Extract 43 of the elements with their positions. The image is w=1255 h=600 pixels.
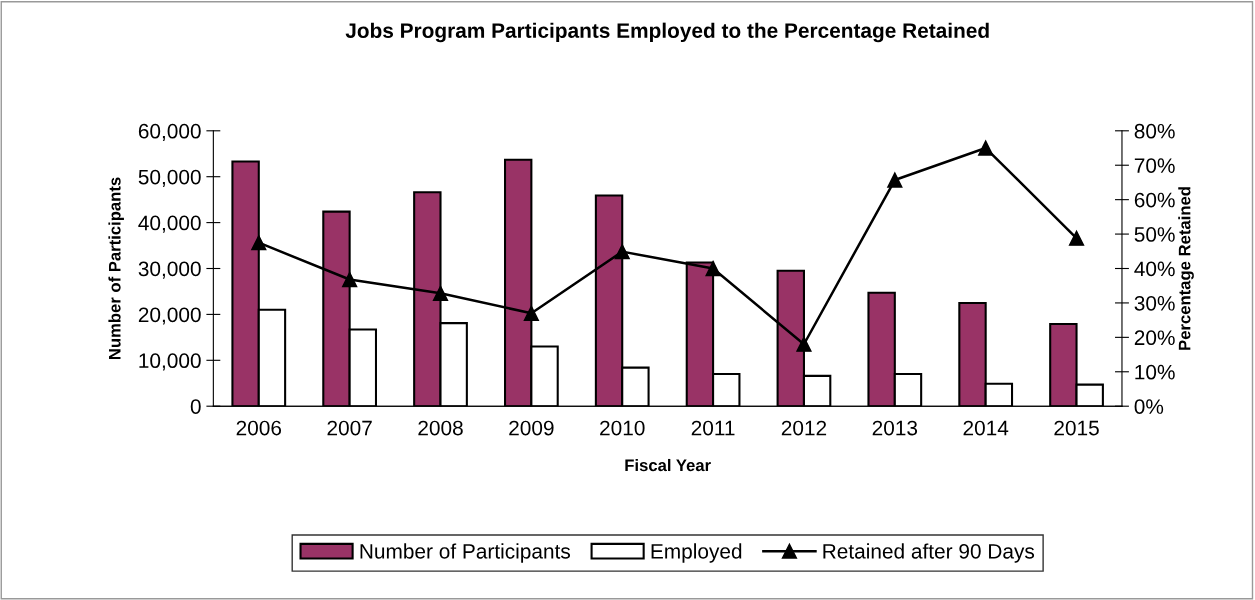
y2-tick-label: 10%: [1135, 364, 1175, 380]
y-tick-label: 50,000: [138, 169, 201, 187]
x-axis-title: Fiscal Year: [625, 458, 711, 472]
chart-title: Jobs Program Participants Employed to the Percentage Retained: [345, 22, 989, 43]
y2-tick-label: 40%: [1134, 261, 1175, 277]
x-tick-label: 2009: [509, 420, 554, 436]
y2-tick-label: 30%: [1134, 295, 1175, 311]
y2-tick-label: 50%: [1134, 227, 1175, 242]
x-tick-label: 2007: [327, 420, 372, 436]
y-tick-label: 20,000: [138, 307, 201, 325]
point: [342, 271, 358, 288]
x-tick-label: 2014: [963, 420, 1009, 436]
point: [251, 235, 267, 251]
y2-tick-label: 0%: [1134, 399, 1164, 414]
point: [887, 172, 903, 188]
point: [1068, 230, 1085, 246]
legend-label: Retained after 90 Days: [823, 543, 1035, 563]
point: [432, 285, 449, 301]
x-tick-label: 2008: [418, 420, 463, 436]
legend-label: Employed: [651, 543, 742, 563]
x-tick-label: 2011: [691, 420, 735, 436]
y-tick-label: 30,000: [138, 261, 201, 279]
y-tick-label: 0: [190, 399, 201, 414]
point: [614, 243, 630, 260]
x-tick-label: 2012: [781, 420, 827, 436]
y-tick-label: 10,000: [139, 353, 201, 371]
point: [796, 336, 812, 352]
y2-tick-label: 70%: [1134, 158, 1175, 173]
y-tick-label: 40,000: [138, 215, 201, 233]
point: [523, 305, 540, 321]
y-tick-label: 60,000: [138, 123, 201, 142]
y2-tick-label: 60%: [1134, 192, 1175, 208]
legend-label: Number of Participants: [360, 543, 571, 563]
y-axis-title: Number of Participants: [108, 177, 124, 360]
point: [705, 260, 721, 277]
x-tick-label: 2015: [1054, 420, 1099, 436]
x-tick-label: 2013: [872, 420, 918, 436]
y2-tick-label: 20%: [1134, 330, 1175, 346]
x-tick-label: 2010: [600, 420, 645, 436]
y2-tick-label: 80%: [1134, 123, 1175, 139]
x-tick-label: 2006: [236, 420, 282, 436]
point: [978, 140, 994, 156]
y2-axis-title: Percentage Retained: [1178, 187, 1194, 350]
